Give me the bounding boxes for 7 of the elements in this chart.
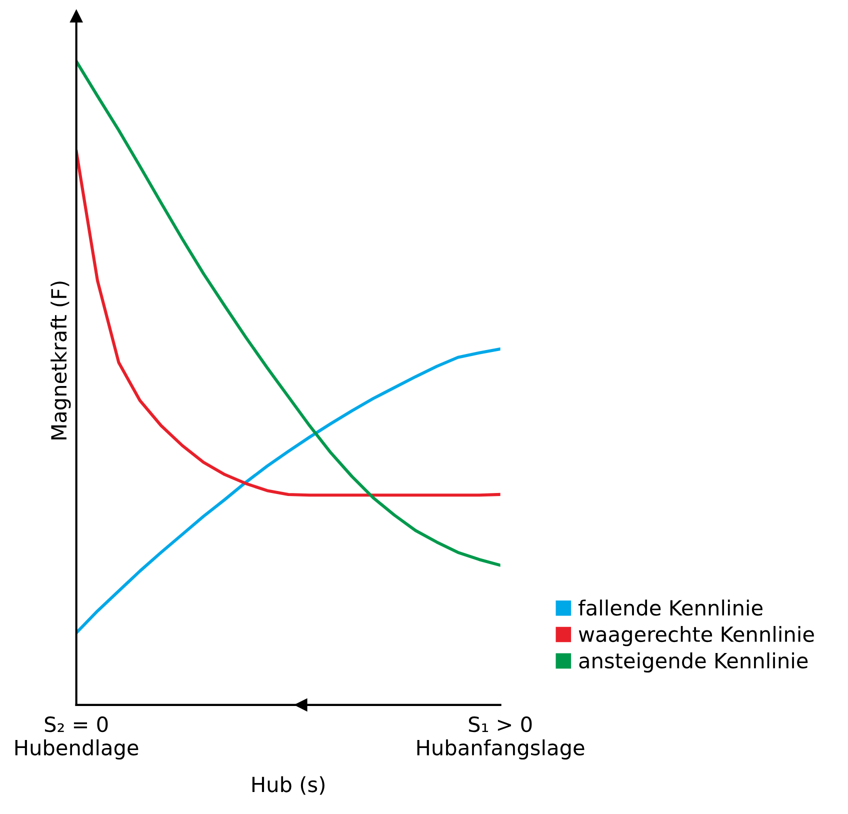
- y-axis-title: Magnetkraft (F): [50, 282, 71, 440]
- x-tick-label: S₂ = 0 Hubendlage: [15, 716, 138, 760]
- legend-label: waagerechte Kennlinie: [578, 626, 814, 646]
- x-tick-label: S₁ > 0 Hubanfangslage: [417, 716, 584, 760]
- x-axis-title: Hub (s): [252, 776, 324, 795]
- legend-label: fallende Kennlinie: [578, 600, 762, 616]
- legend-label: ansteigende Kennlinie: [579, 652, 808, 673]
